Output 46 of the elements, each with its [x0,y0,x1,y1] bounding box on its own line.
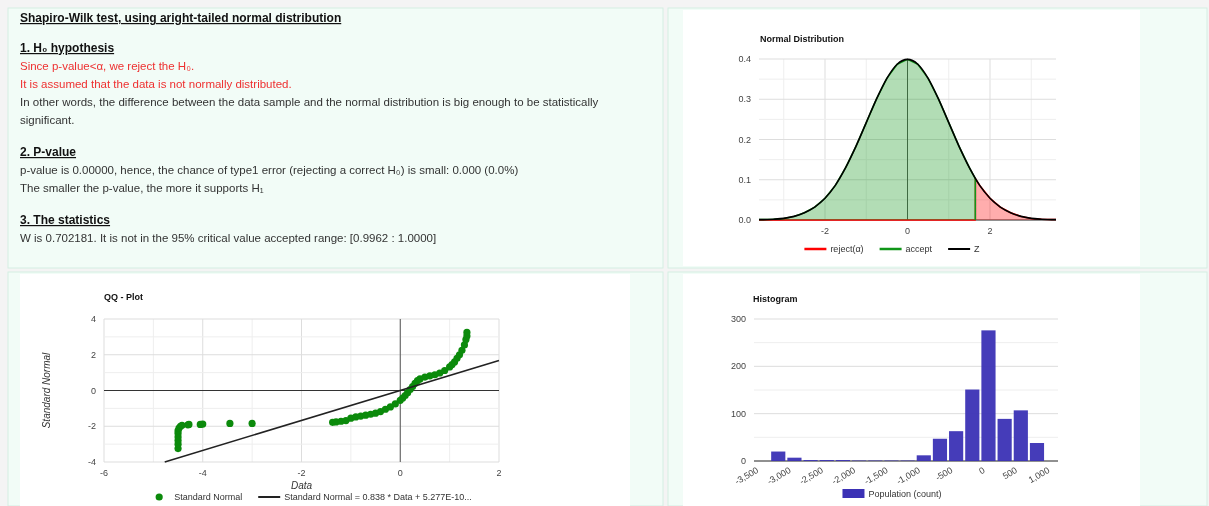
text: It is assumed that the data is not normally distributed. [20,78,292,90]
x-tick-label: -500 [933,465,955,483]
y-tick-label: 0.2 [738,134,751,145]
chart-title: Histogram [753,294,798,304]
y-tick-label: 2 [90,349,96,360]
y-axis-title: Standard Normal [41,351,52,429]
x-tick-label: 500 [1000,465,1019,482]
y-tick-label: 0.1 [738,174,751,185]
legend-label: Z [974,244,981,254]
text: In other words, the difference between the data sample and the normal distribution is big enough to be statistically significant. [20,96,599,126]
x-tick-label: -4 [198,468,207,478]
legend-label: Standard Normal = 0.838 * Data + 5.277E-10... [284,492,472,502]
x-tick-label: 2 [987,226,993,236]
legend-label: Population (count) [868,489,942,499]
y-tick-label: -2 [87,421,96,432]
y-tick-label: 300 [730,314,746,324]
text: The smaller the p-value, the more it supports H₁ [20,182,264,194]
x-tick-label: -6 [99,468,109,478]
y-tick-label: 4 [90,314,96,324]
y-tick-label: 200 [730,361,746,372]
text: W is 0.702181. It is not in the 95% critical value accepted range: [0.9962 : 1.0000] [20,232,437,244]
text: 2. P-value [20,145,77,159]
x-axis-title: Data [290,480,313,491]
y-tick-label: 0.4 [738,54,751,64]
text: Since p-value<α, we reject the H₀. [20,60,195,72]
x-tick-label: -2 [820,226,830,236]
x-tick-label: 0 [397,468,403,478]
y-tick-label: 0.0 [738,215,751,225]
y-tick-label: -4 [87,457,96,467]
chart-title: QQ - Plot [104,292,143,302]
x-tick-label: 0 [977,465,987,477]
x-tick-label: 0 [904,226,911,236]
y-tick-label: 0.3 [738,94,751,105]
legend-label: accept [905,244,933,254]
text: Shapiro-Wilk test, using aright-tailed normal distribution [20,11,342,25]
chart-title: Normal Distribution [760,34,845,44]
text: 3. The statistics [20,213,111,227]
y-tick-label: 100 [730,408,746,419]
legend-label: Standard Normal [174,492,243,502]
y-tick-label: 0 [90,385,96,396]
x-tick-label: -2 [297,468,306,478]
text: p-value is 0.00000, hence, the chance of type1 error (rejecting a correct H₀) is small: 0.000 (0.0%) [20,164,519,176]
y-tick-label: 0 [740,456,746,466]
legend-label: reject(α) [830,244,864,254]
x-tick-label: 2 [496,468,502,478]
text: 1. H₀ hypothesis [20,41,115,55]
